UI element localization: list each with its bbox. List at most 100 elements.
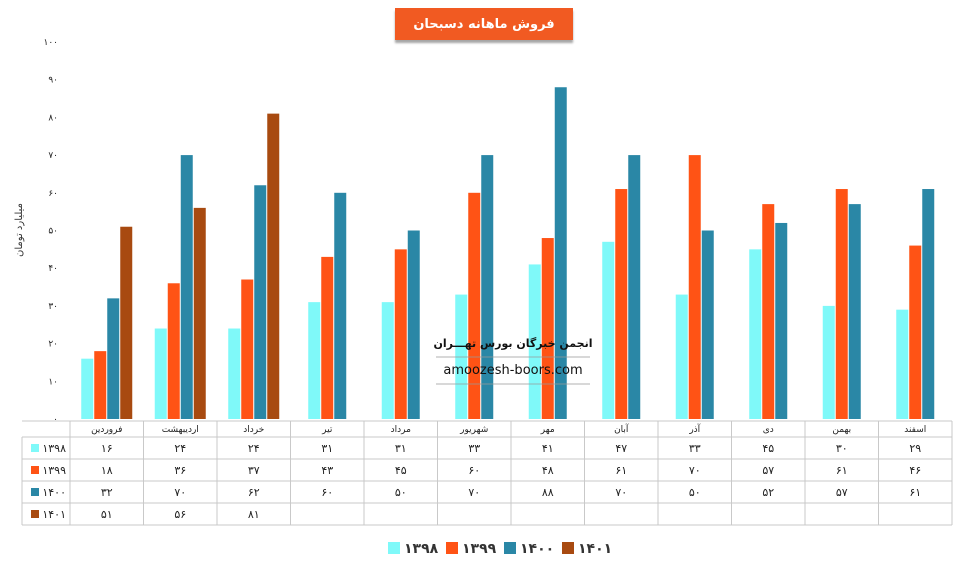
bar <box>762 204 775 419</box>
bar <box>120 226 133 419</box>
bar <box>254 185 267 419</box>
data-label: ۳۱ <box>321 442 333 455</box>
y-tick-label: ۵۰ <box>48 227 58 237</box>
data-label: ۵۲ <box>762 486 774 499</box>
data-label: ۶۱ <box>909 486 921 499</box>
bar <box>909 245 922 419</box>
bar <box>628 155 641 419</box>
bar <box>554 87 567 420</box>
data-label: ۲۹ <box>909 442 921 455</box>
category-label: اردیبهشت <box>162 425 199 435</box>
bar <box>193 207 206 419</box>
category-label: خرداد <box>243 425 264 435</box>
data-label: ۷۰ <box>689 464 701 477</box>
category-label: بهمن <box>832 425 851 435</box>
bar <box>228 328 241 419</box>
y-tick-label: ۸۰ <box>48 113 58 123</box>
legend-label: ۱۴۰۰ <box>520 541 554 557</box>
y-tick-label: ۶۰ <box>48 189 58 199</box>
legend-swatch <box>504 542 516 554</box>
bar <box>528 264 541 419</box>
table-series-name: ۱۴۰۰ <box>42 486 66 499</box>
watermark-url: amoozesh-boors.com <box>443 363 582 378</box>
bar <box>922 189 935 419</box>
data-label: ۳۳ <box>689 442 701 455</box>
bar <box>81 358 94 419</box>
data-label: ۵۷ <box>762 464 774 477</box>
data-label: ۶۱ <box>836 464 848 477</box>
y-tick-label: ۷۰ <box>48 151 58 161</box>
y-tick-label: ۹۰ <box>48 76 58 86</box>
legend-swatch <box>388 542 400 554</box>
data-label: ۲۴ <box>248 442 260 455</box>
bar <box>267 113 280 419</box>
bar <box>675 294 688 419</box>
category-label: شهریور <box>459 425 488 435</box>
data-label: ۳۷ <box>248 464 260 477</box>
y-tick-label: ۳۰ <box>48 302 58 312</box>
y-tick-label: ۴۰ <box>48 264 58 274</box>
legend-label: ۱۳۹۹ <box>462 541 497 557</box>
category-label: فروردین <box>91 425 122 435</box>
data-label: ۵۱ <box>101 508 113 521</box>
data-label: ۸۱ <box>248 508 260 521</box>
data-label: ۴۵ <box>762 442 774 455</box>
bar <box>749 249 762 419</box>
data-label: ۶۰ <box>321 486 333 499</box>
data-label: ۷۰ <box>615 486 627 499</box>
category-label: اسفند <box>904 425 926 435</box>
legend-swatch <box>562 542 574 554</box>
data-label: ۴۸ <box>542 464 554 477</box>
bar <box>481 155 494 419</box>
bar <box>241 279 254 419</box>
bar <box>107 298 120 419</box>
bar <box>688 155 701 419</box>
bar <box>602 241 615 419</box>
y-axis-label: میلیارد تومان <box>14 203 25 257</box>
y-tick-label: ۱۰ <box>48 377 58 387</box>
bar <box>94 351 107 419</box>
category-label: مهر <box>540 425 555 435</box>
bar <box>701 230 714 419</box>
data-label: ۳۶ <box>174 464 186 477</box>
legend-swatch <box>446 542 458 554</box>
bar <box>180 155 193 419</box>
table-series-name: ۱۳۹۹ <box>42 464 66 477</box>
data-label: ۴۵ <box>395 464 407 477</box>
y-tick-label: ۰ <box>53 415 58 425</box>
data-label: ۸۸ <box>542 486 554 499</box>
bar <box>896 309 909 419</box>
table-legend-key <box>31 466 39 474</box>
bar <box>394 249 407 419</box>
table-series-name: ۱۳۹۸ <box>42 442 66 455</box>
bar <box>334 192 347 419</box>
bar <box>835 189 848 419</box>
data-label: ۵۷ <box>836 486 848 499</box>
table-legend-key <box>31 488 39 496</box>
bar <box>154 328 167 419</box>
table-legend-key <box>31 444 39 452</box>
data-label: ۷۰ <box>468 486 480 499</box>
table-legend-key <box>31 510 39 518</box>
bar <box>321 256 334 419</box>
bar <box>775 222 788 419</box>
bar <box>308 302 321 419</box>
data-label: ۳۰ <box>836 442 848 455</box>
bar <box>407 230 420 419</box>
data-label: ۵۰ <box>689 486 701 499</box>
data-label: ۷۰ <box>174 486 186 499</box>
data-label: ۲۴ <box>174 442 186 455</box>
y-tick-label: ۱۰۰ <box>43 38 58 48</box>
data-label: ۴۱ <box>542 442 554 455</box>
table-series-name: ۱۴۰۱ <box>42 508 66 521</box>
category-label: مرداد <box>391 425 411 435</box>
category-label: تیر <box>321 425 333 435</box>
category-label: آذر <box>688 423 700 435</box>
bar <box>848 204 861 419</box>
category-label: آبان <box>614 423 629 435</box>
y-tick-label: ۲۰ <box>48 340 58 350</box>
data-label: ۱۸ <box>101 464 113 477</box>
legend-label: ۱۴۰۱ <box>578 541 612 557</box>
bar <box>822 305 835 419</box>
